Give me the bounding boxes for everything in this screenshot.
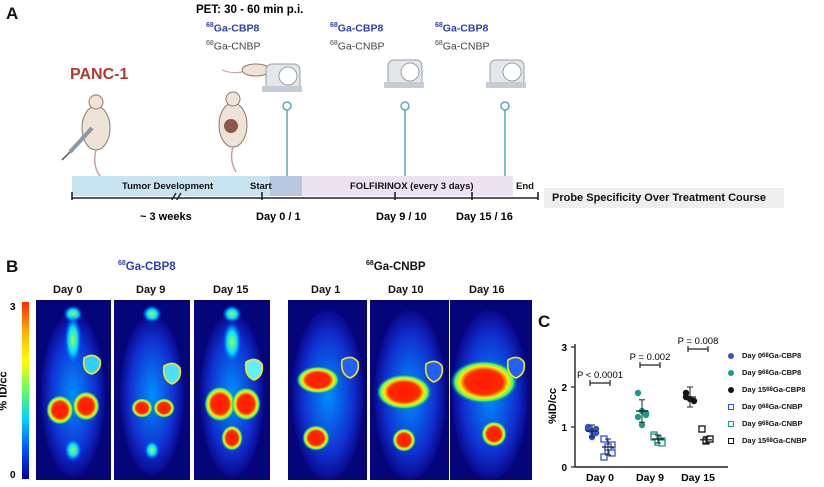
probe-cnbp-label-2: 68Ga-CNBP — [330, 40, 385, 53]
data-point — [608, 449, 616, 457]
legend-item: Day 0 68 Ga-CBP8 — [728, 347, 824, 364]
scan-day-0-label: Day 0 — [53, 284, 83, 296]
chart-legend: Day 0 68 Ga-CBP8 Day 9 68 Ga-CBP8 Day 15 68 G… — [728, 347, 824, 449]
legend-item: Day 15 68 Ga-CBP8 — [728, 381, 824, 398]
scan-day-10-label: Day 10 — [388, 284, 424, 296]
pet-scanner-icon-3 — [486, 59, 526, 88]
colorbar-max: 3 — [10, 302, 16, 313]
legend-square-marker — [728, 437, 734, 444]
pet-time-label: PET: 30 - 60 min p.i. — [196, 4, 304, 16]
y-tick-label: 3 — [561, 343, 567, 354]
legend-item: Day 15 68 Ga-CNBP — [728, 432, 824, 449]
end-label: End — [516, 181, 534, 192]
scan-day-1-label: Day 1 — [311, 284, 341, 296]
legend-item: Day 9 68 Ga-CBP8 — [728, 364, 824, 381]
y-axis-label: %ID/cc — [547, 388, 559, 424]
scan-day-9-label: Day 9 — [136, 284, 166, 296]
colorbar-min: 0 — [10, 470, 16, 481]
scan-day-16-label: Day 16 — [469, 284, 505, 296]
probe-cnbp-label-3: 68Ga-CNBP — [435, 40, 490, 53]
tick-day-0-1: Day 0 / 1 — [256, 211, 301, 223]
probe-cbp8-label-2: 68Ga-CBP8 — [330, 22, 384, 35]
data-point — [690, 397, 698, 405]
pet-scanner-icon-1 — [262, 63, 302, 92]
cnbp-title: 68Ga-CNBP — [366, 260, 426, 273]
cbp8-title: 68Ga-CBP8 — [118, 260, 176, 273]
scan-cbp8-day9 — [114, 300, 190, 480]
legend-circle-marker — [728, 352, 734, 359]
data-point — [698, 425, 706, 433]
panel-c-letter: C — [538, 312, 551, 331]
tumor-development-label: Tumor Development — [122, 181, 214, 192]
legend-square-marker — [728, 403, 734, 410]
legend-item: Day 0 68 Ga-CNBP — [728, 398, 824, 415]
p-value-label: P = 0.008 — [678, 336, 719, 347]
start-label: Start — [250, 181, 272, 192]
tick-day-15-16: Day 15 / 16 — [456, 211, 513, 223]
x-tick-label: Day 15 — [681, 472, 715, 484]
mouse-injection-icon — [61, 94, 111, 177]
tick-3-weeks: ~ 3 weeks — [140, 211, 192, 223]
p-value-label: P = 0.002 — [630, 352, 671, 363]
panel-a-letter: A — [6, 4, 19, 23]
timeline-illustration — [61, 59, 539, 200]
x-tick-label: Day 0 — [586, 472, 614, 484]
y-tick-label: 2 — [561, 383, 567, 394]
scan-cbp8-day0 — [36, 300, 111, 480]
legend-item: Day 9 68 Ga-CNBP — [728, 415, 824, 432]
probe-cbp8-label-3: 68Ga-CBP8 — [435, 22, 489, 35]
data-point — [600, 453, 608, 461]
scan-cnbp-day1 — [288, 300, 367, 480]
data-point — [634, 413, 642, 421]
data-point — [706, 435, 714, 443]
scan-day-15-label: Day 15 — [213, 284, 249, 296]
folfirinox-label: FOLFIRINOX (every 3 days) — [350, 181, 474, 192]
pet-scan-images — [36, 300, 532, 480]
p-value-label: P < 0.0001 — [577, 370, 623, 381]
scatter-chart: %ID/cc 0 1 2 3 Day 0 Day 9 Day 15 P < 0.0001 P… — [547, 336, 728, 484]
data-point — [650, 433, 658, 441]
legend-circle-marker — [728, 386, 734, 393]
y-tick-label: 1 — [561, 423, 567, 434]
probe-specificity-label: Probe Specificity Over Treatment Course — [544, 188, 784, 208]
x-tick-label: Day 9 — [636, 472, 664, 484]
mouse-tumor-icon — [218, 91, 248, 173]
scan-cnbp-day16 — [450, 300, 532, 480]
probe-cnbp-label-1: 68Ga-CNBP — [206, 40, 261, 53]
folfirinox-bar — [302, 176, 513, 196]
scan-cbp8-day15 — [194, 300, 270, 480]
y-tick-label: 0 — [561, 463, 567, 474]
cell-line-label: PANC-1 — [70, 66, 129, 83]
tick-day-9-10: Day 9 / 10 — [376, 211, 427, 223]
pet-scanner-icon-2 — [384, 59, 424, 88]
probe-cbp8-label-1: 68Ga-CBP8 — [206, 22, 260, 35]
legend-circle-marker — [728, 369, 734, 376]
tumor-dev-bar — [72, 176, 301, 196]
data-point — [638, 421, 646, 429]
legend-square-marker — [728, 420, 734, 427]
data-point — [634, 389, 642, 397]
colorbar — [22, 302, 29, 479]
scan-cnbp-day10 — [370, 300, 449, 480]
panel-b-letter: B — [6, 257, 19, 276]
colorbar-label: % ID/cc — [0, 371, 10, 410]
mouse-lying-icon — [221, 63, 271, 77]
